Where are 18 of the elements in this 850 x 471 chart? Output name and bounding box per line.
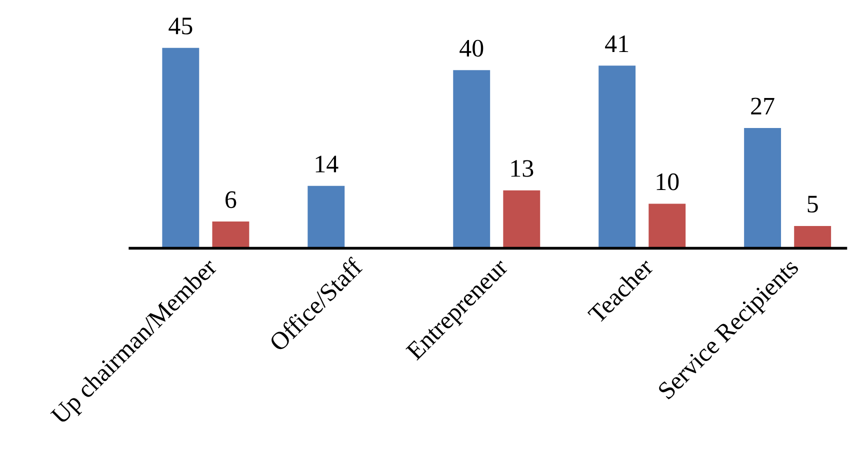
data-label: 41 (605, 35, 628, 52)
data-label: 40 (460, 40, 484, 57)
data-label: 27 (751, 98, 774, 114)
bar (308, 186, 345, 248)
data-label: 14 (316, 156, 338, 172)
bar (503, 190, 540, 248)
bar (794, 226, 832, 248)
data-label: 10 (656, 173, 679, 190)
bar (212, 222, 250, 248)
bar (453, 70, 490, 248)
data-label: 13 (511, 160, 534, 177)
data-label: 45 (168, 18, 192, 34)
bar (162, 48, 200, 248)
data-label: 6 (226, 191, 236, 208)
data-label: 5 (808, 196, 818, 213)
bar (648, 204, 686, 248)
bar (744, 128, 782, 248)
bar (598, 66, 636, 248)
